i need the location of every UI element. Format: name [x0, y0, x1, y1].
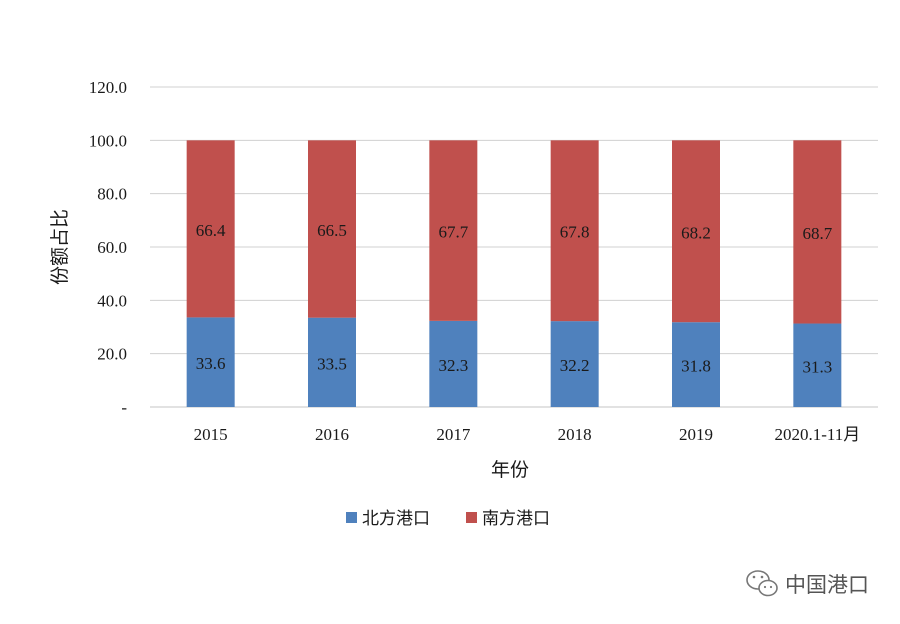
bar-segment	[429, 320, 478, 407]
x-axis-ticks: 2015 2016 2017 2018 2019 2020.1-11月	[194, 425, 861, 444]
x-tick-label: 2018	[558, 425, 592, 444]
x-tick-label: 2020.1-11月	[774, 425, 860, 444]
x-axis-title: 年份	[491, 459, 529, 481]
bar-segment	[672, 140, 720, 323]
gridlines	[150, 86, 878, 408]
bar-segment	[672, 322, 720, 407]
x-tick-label: 2019	[679, 425, 713, 444]
bar-segment	[429, 140, 478, 321]
bars	[186, 140, 842, 407]
data-label: 67.7	[438, 223, 468, 242]
data-label: 31.3	[802, 357, 832, 376]
x-tick-label: 2015	[194, 425, 228, 444]
bar-segment	[793, 323, 842, 407]
bar-segment	[308, 140, 356, 318]
bar-segment	[308, 317, 356, 407]
y-tick-label: 120.0	[89, 78, 127, 97]
data-label: 68.2	[681, 223, 711, 242]
y-tick-label: 80.0	[97, 185, 127, 204]
data-label: 33.5	[317, 354, 347, 373]
y-tick-label: 100.0	[89, 131, 127, 150]
y-axis-ticks: - 20.0 40.0 60.0 80.0 100.0 120.0	[89, 78, 128, 417]
data-labels: 33.6 66.4 33.5 66.5 32.3 67.7 32.2 67.8 31.8 68.2…	[196, 221, 833, 376]
x-tick-label: 2017	[436, 425, 471, 444]
y-tick-label: 60.0	[97, 238, 127, 257]
y-tick-label: 40.0	[97, 291, 127, 310]
data-label: 66.5	[317, 221, 347, 240]
data-label: 33.6	[196, 354, 226, 373]
x-tick-label: 2016	[315, 425, 349, 444]
watermark: 中国港口	[746, 570, 869, 597]
legend-swatch	[466, 512, 477, 523]
legend-item: 北方港口	[346, 509, 430, 529]
legend-swatch	[346, 512, 357, 523]
legend: 北方港口 南方港口	[346, 509, 550, 529]
data-label: 66.4	[196, 221, 226, 240]
y-tick-label: -	[121, 398, 127, 417]
data-label: 32.3	[438, 356, 468, 375]
data-label: 31.8	[681, 357, 711, 376]
legend-label: 北方港口	[362, 509, 430, 529]
y-tick-label: 20.0	[97, 345, 127, 364]
data-label: 32.2	[560, 356, 590, 375]
y-axis-title: 份额占比	[49, 209, 71, 285]
watermark-text: 中国港口	[785, 573, 869, 597]
wechat-icon	[746, 570, 778, 597]
legend-label: 南方港口	[482, 509, 550, 529]
bar-segment	[793, 140, 842, 324]
bar-segment	[186, 317, 235, 407]
data-label: 67.8	[560, 223, 590, 242]
data-label: 68.7	[802, 224, 832, 243]
bar-segment	[550, 321, 599, 407]
legend-item: 南方港口	[466, 509, 550, 529]
bar-segment	[550, 140, 599, 322]
bar-segment	[186, 140, 235, 318]
